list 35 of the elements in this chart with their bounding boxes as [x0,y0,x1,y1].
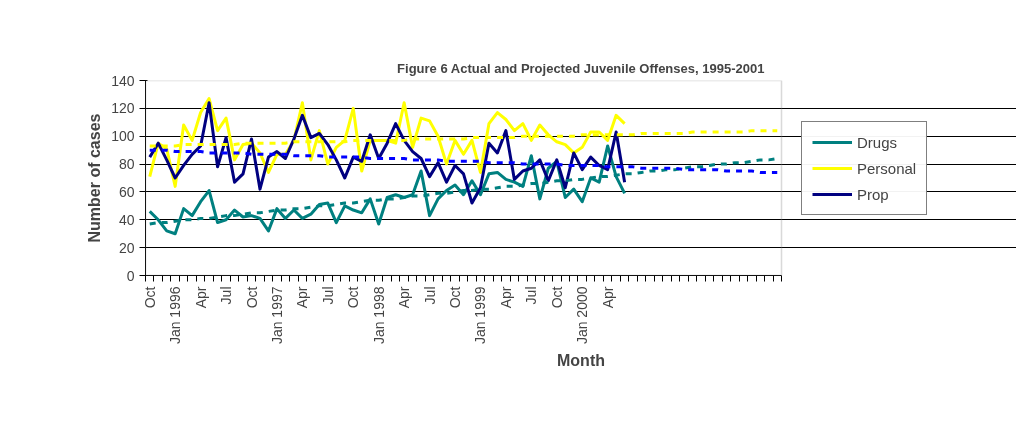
y-tick-label: 140 [111,72,135,89]
y-tick-label: 0 [126,267,135,284]
x-tick-label: Oct [447,286,464,309]
x-tick-label: Apr [497,286,514,309]
y-tick-label: 100 [111,128,135,145]
x-tick-label: Oct [141,286,158,309]
y-tick-label: 120 [111,100,135,117]
y-tick-label: 40 [118,211,135,228]
x-tick-label: Jul [421,286,438,305]
x-tick-label: Oct [548,286,565,309]
x-tick-label: Oct [243,286,260,309]
legend-label: Personal [857,159,917,177]
y-axis-title: Number of cases [86,113,104,243]
x-tick-label: Apr [294,286,311,309]
legend-label: Prop [857,185,889,203]
x-tick-label: Jan 1999 [472,286,489,345]
line-series [148,101,627,205]
y-tick-label: 20 [118,239,135,256]
line-series [148,148,779,174]
x-tick-label: Oct [345,286,362,309]
x-tick-label: Jul [319,286,336,305]
x-tick-label: Jan 2000 [574,286,591,345]
y-tick-label: 60 [118,183,135,200]
legend-label: Drugs [857,133,898,151]
x-tick-label: Jul [218,286,235,305]
x-tick-label: Jan 1998 [370,286,387,345]
x-tick-label: Apr [396,286,413,309]
x-tick-label: Apr [192,286,209,309]
x-tick-label: Jul [523,286,540,305]
x-tick-label: Jan 1996 [167,286,184,345]
x-tick-label: Jan 1997 [268,286,285,345]
x-tick-label: Apr [599,286,616,309]
x-axis-title: Month [557,352,605,370]
y-tick-label: 80 [118,156,135,173]
chart-title: Figure 6 Actual and Projected Juvenile Offenses, 1995-2001 [397,60,765,76]
